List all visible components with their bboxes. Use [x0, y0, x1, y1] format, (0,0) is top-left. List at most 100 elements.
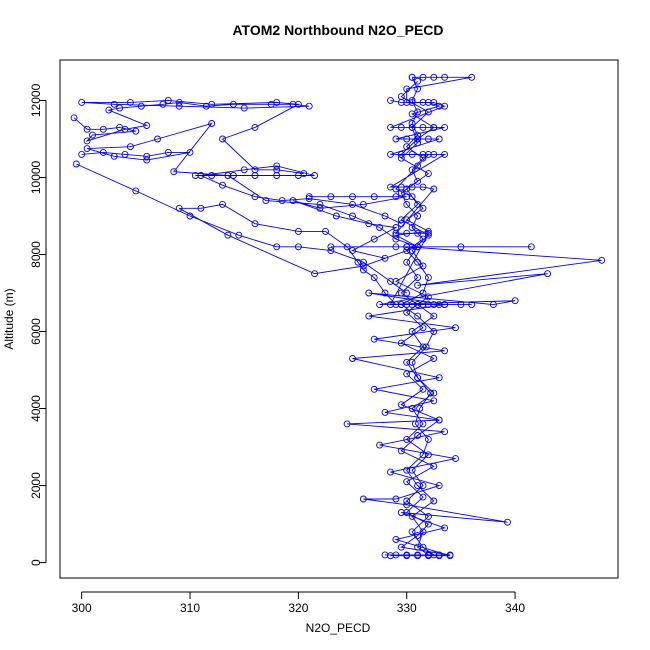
data-point [387, 277, 394, 285]
data-point [392, 277, 400, 285]
data-point [414, 85, 422, 93]
data-point [419, 301, 427, 309]
x-tick-label: 310 [180, 601, 200, 615]
data-point [78, 150, 86, 158]
series-line [195, 165, 402, 225]
data-point [83, 137, 91, 145]
data-point [365, 312, 373, 320]
y-tick-label: 6000 [29, 318, 43, 345]
data-point [349, 200, 356, 208]
data-point [343, 420, 351, 428]
data-point [430, 497, 438, 505]
data-point [441, 301, 449, 309]
data-point [403, 243, 411, 251]
data-point [414, 482, 422, 490]
data-point [419, 482, 427, 490]
plot-frame [59, 59, 619, 579]
data-point [408, 328, 416, 335]
data-point [70, 114, 78, 122]
data-point [110, 100, 118, 108]
data-point [251, 123, 259, 131]
data-point [186, 148, 194, 156]
data-point [251, 166, 259, 174]
data-point [489, 301, 497, 309]
data-point [159, 100, 167, 108]
data-point [430, 73, 438, 81]
data-point [359, 266, 367, 274]
data-point [408, 301, 416, 309]
data-point [359, 200, 367, 208]
data-point [365, 220, 373, 228]
data-point [408, 123, 416, 131]
data-point [387, 96, 394, 104]
data-point [408, 528, 416, 536]
data-point [397, 339, 405, 347]
data-point [305, 193, 313, 201]
data-series [78, 120, 422, 251]
data-point [397, 93, 405, 101]
data-point [403, 200, 411, 208]
data-point [414, 281, 422, 289]
data-point [392, 536, 400, 543]
series-line [400, 77, 435, 556]
data-point [419, 73, 427, 81]
data-point [408, 358, 416, 366]
data-point [435, 551, 443, 559]
data-point [403, 193, 411, 201]
data-point [403, 466, 411, 474]
data-point [154, 135, 161, 143]
data-point [370, 193, 378, 201]
data-point [408, 98, 416, 106]
data-point [387, 301, 394, 309]
data-series [387, 96, 476, 309]
data-point [441, 347, 449, 355]
y-tick-label: 12000 [29, 83, 43, 117]
data-point [414, 274, 422, 282]
data-point [403, 358, 411, 366]
data-point [419, 235, 427, 243]
data-point [403, 478, 411, 486]
data-point [430, 397, 438, 405]
data-point [381, 254, 389, 262]
data-point [419, 262, 427, 270]
data-point [387, 468, 394, 476]
data-point [419, 385, 427, 393]
data-point [349, 212, 356, 220]
data-point [121, 125, 129, 133]
data-point [504, 518, 511, 526]
data-point [403, 289, 411, 297]
data-point [424, 170, 432, 178]
data-point [414, 177, 422, 185]
data-point [441, 150, 449, 158]
data-point [143, 152, 151, 160]
chart-title: ATOM2 Northbound N2O_PECD [232, 22, 443, 38]
data-point [435, 135, 443, 143]
data-point [164, 96, 172, 104]
x-tick-label: 330 [397, 601, 417, 615]
data-point [414, 243, 422, 251]
series-line [292, 196, 407, 259]
data-point [387, 123, 394, 131]
data-point [327, 247, 335, 255]
data-point [403, 509, 411, 516]
data-point [381, 408, 389, 416]
data-point [468, 301, 476, 309]
y-tick-label: 4000 [29, 395, 43, 422]
data-point [99, 148, 107, 156]
data-point [294, 227, 302, 235]
data-point [441, 102, 449, 110]
data-point [170, 168, 178, 176]
data-point [370, 335, 378, 343]
data-point [229, 100, 237, 108]
data-point [305, 102, 313, 110]
data-point [387, 150, 394, 158]
data-point [359, 262, 367, 270]
data-point [414, 77, 422, 85]
data-point [408, 120, 416, 127]
data-point [359, 495, 367, 503]
x-tick-label: 300 [72, 601, 92, 615]
data-point [430, 312, 438, 320]
y-tick-label: 0 [29, 559, 43, 566]
x-axis: 300 310 320 330 340 [72, 591, 525, 615]
data-point [598, 256, 606, 264]
